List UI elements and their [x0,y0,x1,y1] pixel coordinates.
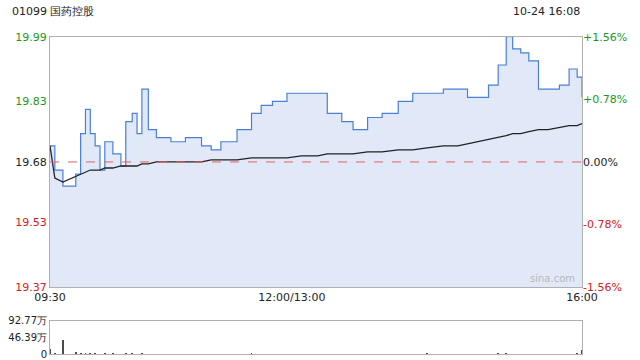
svg-text:10-24 16:08: 10-24 16:08 [513,5,580,18]
svg-text:92.77万: 92.77万 [8,315,47,326]
svg-text:-0.78%: -0.78% [583,218,622,231]
svg-text:+1.56%: +1.56% [583,31,627,44]
svg-text:0.00%: 0.00% [583,156,618,169]
svg-text:19.83: 19.83 [15,95,47,108]
svg-text:19.99: 19.99 [15,31,47,44]
svg-text:09:30: 09:30 [34,291,66,304]
svg-text:12:00/13:00: 12:00/13:00 [258,291,325,304]
svg-text:0: 0 [41,349,47,360]
svg-text:46.39万: 46.39万 [8,332,47,343]
svg-text:19.37: 19.37 [15,281,47,294]
svg-text:-1.56%: -1.56% [583,281,622,294]
svg-text:sina.com: sina.com [530,273,575,284]
svg-text:19.53: 19.53 [15,216,47,229]
svg-text:19.68: 19.68 [15,156,47,169]
svg-text:16:00: 16:00 [566,291,598,304]
svg-text:+0.78%: +0.78% [583,93,627,106]
svg-text:01099 国药控股: 01099 国药控股 [12,5,95,18]
